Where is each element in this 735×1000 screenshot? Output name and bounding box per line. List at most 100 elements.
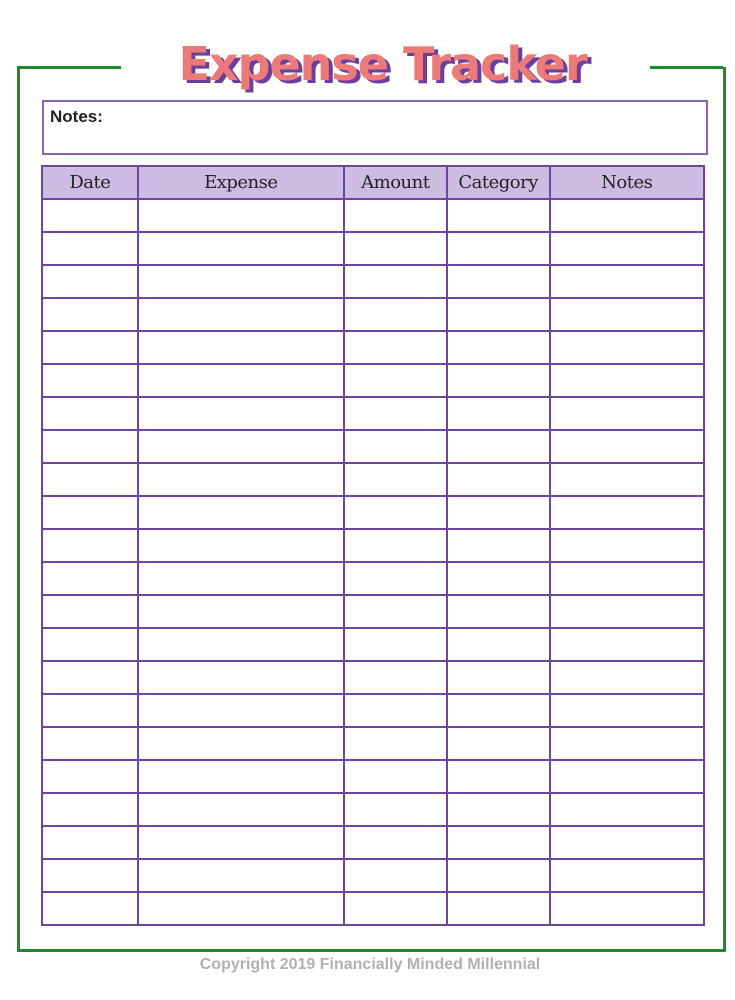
cell-category[interactable] <box>445 594 551 629</box>
cell-notes[interactable] <box>548 462 706 497</box>
cell-expense[interactable] <box>136 429 345 464</box>
cell-expense[interactable] <box>136 891 345 926</box>
cell-expense[interactable] <box>136 858 345 893</box>
cell-category[interactable] <box>445 231 551 266</box>
cell-date[interactable] <box>41 660 139 695</box>
cell-expense[interactable] <box>136 660 345 695</box>
cell-category[interactable] <box>445 363 551 398</box>
cell-date[interactable] <box>41 693 139 728</box>
cell-amount[interactable] <box>342 858 448 893</box>
cell-expense[interactable] <box>136 363 345 398</box>
cell-category[interactable] <box>445 726 551 761</box>
cell-date[interactable] <box>41 726 139 761</box>
cell-amount[interactable] <box>342 528 448 563</box>
cell-notes[interactable] <box>548 693 706 728</box>
cell-amount[interactable] <box>342 561 448 596</box>
cell-category[interactable] <box>445 528 551 563</box>
cell-expense[interactable] <box>136 726 345 761</box>
cell-expense[interactable] <box>136 759 345 794</box>
cell-notes[interactable] <box>548 627 706 662</box>
cell-amount[interactable] <box>342 231 448 266</box>
cell-category[interactable] <box>445 627 551 662</box>
cell-notes[interactable] <box>548 726 706 761</box>
cell-category[interactable] <box>445 858 551 893</box>
cell-expense[interactable] <box>136 198 345 233</box>
cell-expense[interactable] <box>136 231 345 266</box>
cell-date[interactable] <box>41 858 139 893</box>
cell-category[interactable] <box>445 891 551 926</box>
cell-category[interactable] <box>445 396 551 431</box>
cell-expense[interactable] <box>136 495 345 530</box>
cell-date[interactable] <box>41 627 139 662</box>
cell-amount[interactable] <box>342 759 448 794</box>
cell-date[interactable] <box>41 396 139 431</box>
cell-amount[interactable] <box>342 264 448 299</box>
cell-amount[interactable] <box>342 660 448 695</box>
cell-date[interactable] <box>41 495 139 530</box>
cell-notes[interactable] <box>548 396 706 431</box>
cell-date[interactable] <box>41 528 139 563</box>
cell-date[interactable] <box>41 264 139 299</box>
cell-notes[interactable] <box>548 759 706 794</box>
cell-amount[interactable] <box>342 198 448 233</box>
cell-amount[interactable] <box>342 891 448 926</box>
cell-expense[interactable] <box>136 396 345 431</box>
cell-expense[interactable] <box>136 462 345 497</box>
cell-notes[interactable] <box>548 363 706 398</box>
cell-date[interactable] <box>41 594 139 629</box>
cell-notes[interactable] <box>548 231 706 266</box>
cell-notes[interactable] <box>548 297 706 332</box>
cell-category[interactable] <box>445 495 551 530</box>
cell-notes[interactable] <box>548 198 706 233</box>
cell-notes[interactable] <box>548 660 706 695</box>
cell-notes[interactable] <box>548 825 706 860</box>
cell-amount[interactable] <box>342 462 448 497</box>
cell-category[interactable] <box>445 462 551 497</box>
cell-notes[interactable] <box>548 528 706 563</box>
cell-category[interactable] <box>445 693 551 728</box>
cell-expense[interactable] <box>136 627 345 662</box>
cell-date[interactable] <box>41 198 139 233</box>
cell-date[interactable] <box>41 330 139 365</box>
cell-notes[interactable] <box>548 858 706 893</box>
cell-category[interactable] <box>445 561 551 596</box>
cell-category[interactable] <box>445 330 551 365</box>
cell-date[interactable] <box>41 363 139 398</box>
cell-amount[interactable] <box>342 330 448 365</box>
cell-date[interactable] <box>41 759 139 794</box>
cell-notes[interactable] <box>548 891 706 926</box>
cell-expense[interactable] <box>136 330 345 365</box>
cell-expense[interactable] <box>136 528 345 563</box>
cell-expense[interactable] <box>136 594 345 629</box>
cell-amount[interactable] <box>342 396 448 431</box>
cell-amount[interactable] <box>342 429 448 464</box>
cell-amount[interactable] <box>342 594 448 629</box>
cell-notes[interactable] <box>548 495 706 530</box>
cell-expense[interactable] <box>136 561 345 596</box>
cell-date[interactable] <box>41 429 139 464</box>
cell-date[interactable] <box>41 231 139 266</box>
cell-amount[interactable] <box>342 726 448 761</box>
cell-date[interactable] <box>41 792 139 827</box>
cell-amount[interactable] <box>342 627 448 662</box>
cell-date[interactable] <box>41 462 139 497</box>
cell-notes[interactable] <box>548 594 706 629</box>
cell-category[interactable] <box>445 660 551 695</box>
cell-category[interactable] <box>445 264 551 299</box>
cell-amount[interactable] <box>342 495 448 530</box>
cell-amount[interactable] <box>342 297 448 332</box>
cell-category[interactable] <box>445 429 551 464</box>
cell-date[interactable] <box>41 825 139 860</box>
cell-expense[interactable] <box>136 792 345 827</box>
cell-date[interactable] <box>41 297 139 332</box>
cell-expense[interactable] <box>136 825 345 860</box>
cell-category[interactable] <box>445 825 551 860</box>
cell-category[interactable] <box>445 759 551 794</box>
cell-expense[interactable] <box>136 264 345 299</box>
cell-amount[interactable] <box>342 693 448 728</box>
cell-category[interactable] <box>445 198 551 233</box>
cell-expense[interactable] <box>136 297 345 332</box>
cell-amount[interactable] <box>342 792 448 827</box>
cell-notes[interactable] <box>548 792 706 827</box>
cell-date[interactable] <box>41 561 139 596</box>
